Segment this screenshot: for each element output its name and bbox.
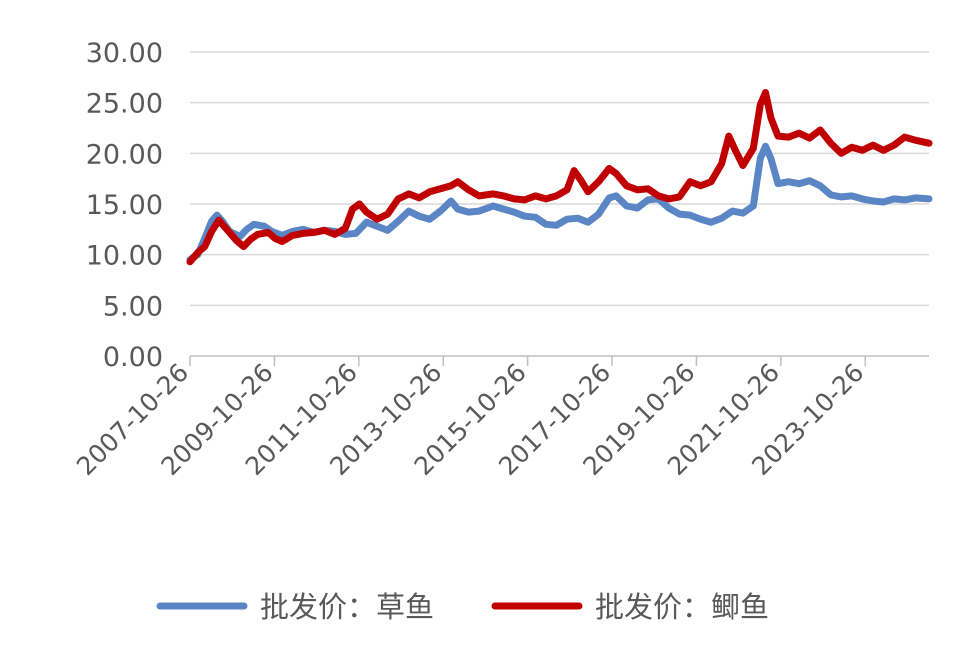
y-tick-label: 5.00	[103, 291, 163, 322]
y-tick-label: 15.00	[86, 190, 163, 221]
series-line-0	[186, 142, 933, 264]
y-tick-label: 25.00	[86, 89, 163, 120]
y-tick-label: 0.00	[103, 342, 163, 373]
series-line-1	[186, 89, 933, 266]
gridlines	[190, 51, 929, 307]
y-tick-label: 10.00	[86, 241, 163, 272]
legend-label: 批发价：草鱼	[260, 590, 434, 624]
legend-label: 批发价：鲫鱼	[595, 590, 769, 624]
y-axis: 0.00 5.00 10.00 15.00 20.00 25.00 30.00	[86, 38, 163, 373]
y-tick-label: 30.00	[86, 38, 163, 69]
plot-area	[186, 89, 933, 266]
legend: 批发价：草鱼 批发价：鲫鱼	[156, 590, 769, 624]
y-tick-label: 20.00	[86, 139, 163, 170]
x-axis: 2007-10-262009-10-262011-10-262013-10-26…	[71, 355, 929, 481]
